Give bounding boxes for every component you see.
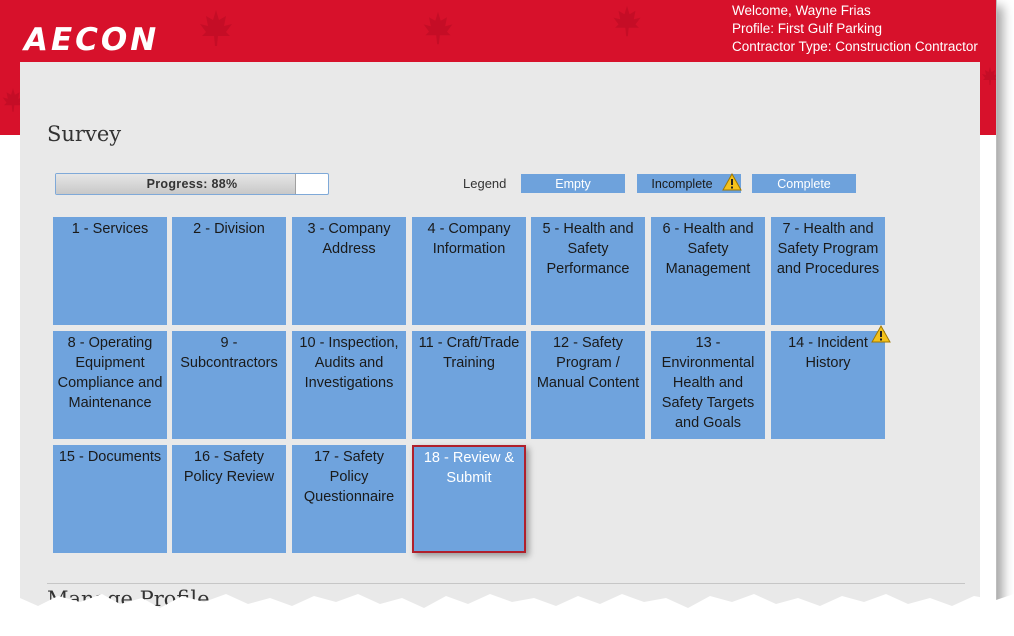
section-tile[interactable]: 6 - Health and Safety Management (651, 217, 765, 325)
section-tile[interactable]: 16 - Safety Policy Review (172, 445, 286, 553)
section-tile[interactable]: 15 - Documents (53, 445, 167, 553)
divider (47, 583, 965, 584)
progress-label: Progress: 88% (146, 177, 238, 191)
section-tile-label: 4 - Company Information (427, 221, 511, 257)
section-tile[interactable]: 8 - Operating Equipment Compliance and M… (53, 331, 167, 439)
section-tile-label: 5 - Health and Safety Performance (542, 221, 634, 277)
section-tile[interactable]: 7 - Health and Safety Program and Proced… (771, 217, 885, 325)
section-tile-label: 6 - Health and Safety Management (662, 221, 754, 277)
profile-text: Profile: First Gulf Parking (732, 21, 883, 36)
section-tile-label: 16 - Safety Policy Review (183, 449, 275, 485)
section-tile[interactable]: 13 - Environmental Health and Safety Tar… (651, 331, 765, 439)
legend-label: Legend (463, 176, 507, 191)
section-tile-label: 11 - Craft/Trade Training (418, 335, 520, 371)
contractor-type-text: Contractor Type: Construction Contractor (732, 39, 978, 54)
section-tile[interactable]: 2 - Division (172, 217, 286, 325)
section-tile-label: 9 - Subcontractors (180, 335, 278, 371)
legend-empty: Empty (521, 174, 625, 193)
section-tile[interactable]: 14 - Incident History (771, 325, 891, 439)
section-tile-label: 1 - Services (71, 221, 149, 237)
section-tile-label: 12 - Safety Program / Manual Content (536, 335, 640, 391)
section-tile[interactable]: 17 - Safety Policy Questionnaire (292, 445, 406, 553)
section-tile-label: 8 - Operating Equipment Compliance and M… (57, 335, 163, 411)
section-tile[interactable]: 10 - Inspection, Audits and Investigatio… (292, 331, 406, 439)
section-tile[interactable]: 4 - Company Information (412, 217, 526, 325)
section-tile[interactable]: 3 - Company Address (292, 217, 406, 325)
welcome-text: Welcome, Wayne Frias (732, 3, 871, 18)
section-tile-label: 2 - Division (193, 221, 265, 237)
section-tile-label: 13 - Environmental Health and Safety Tar… (661, 335, 755, 431)
section-tile-label: 7 - Health and Safety Program and Proced… (776, 221, 880, 277)
section-tile[interactable]: 5 - Health and Safety Performance (531, 217, 645, 325)
section-tile[interactable]: 1 - Services (53, 217, 167, 325)
section-tile-label: 15 - Documents (58, 449, 162, 465)
section-tile-label: 17 - Safety Policy Questionnaire (303, 449, 395, 505)
app-window: AECON Welcome, Wayne Frias Profile: Firs… (0, 0, 997, 613)
section-tile[interactable]: 11 - Craft/Trade Training (412, 331, 526, 439)
progress-fill (56, 174, 297, 194)
aecon-logo: AECON (24, 22, 160, 58)
progress-bar: Progress: 88% (55, 173, 329, 195)
maple-leaf-icon (2, 88, 24, 112)
legend-incomplete: Incomplete (637, 174, 741, 193)
section-tile-label: 3 - Company Address (307, 221, 391, 257)
legend-complete: Complete (752, 174, 856, 193)
torn-edge (0, 594, 1014, 636)
survey-title: Survey (47, 122, 122, 146)
maple-leaf-icon (613, 5, 641, 37)
user-info: Welcome, Wayne Frias Profile: First Gulf… (732, 2, 978, 56)
maple-leaf-icon (982, 67, 996, 85)
section-tile-label: 10 - Inspection, Audits and Investigatio… (299, 335, 399, 391)
section-tile-label: 14 - Incident History (788, 335, 868, 371)
warning-icon (871, 325, 891, 343)
maple-leaf-icon (200, 10, 232, 46)
maple-leaf-icon (423, 11, 453, 45)
section-tile[interactable]: 18 - Review & Submit (412, 445, 526, 553)
legend-incomplete-label: Incomplete (651, 176, 713, 191)
section-tile-label: 18 - Review & Submit (423, 450, 515, 486)
warning-icon (722, 173, 742, 191)
section-tile[interactable]: 12 - Safety Program / Manual Content (531, 331, 645, 439)
section-tile[interactable]: 9 - Subcontractors (172, 331, 286, 439)
